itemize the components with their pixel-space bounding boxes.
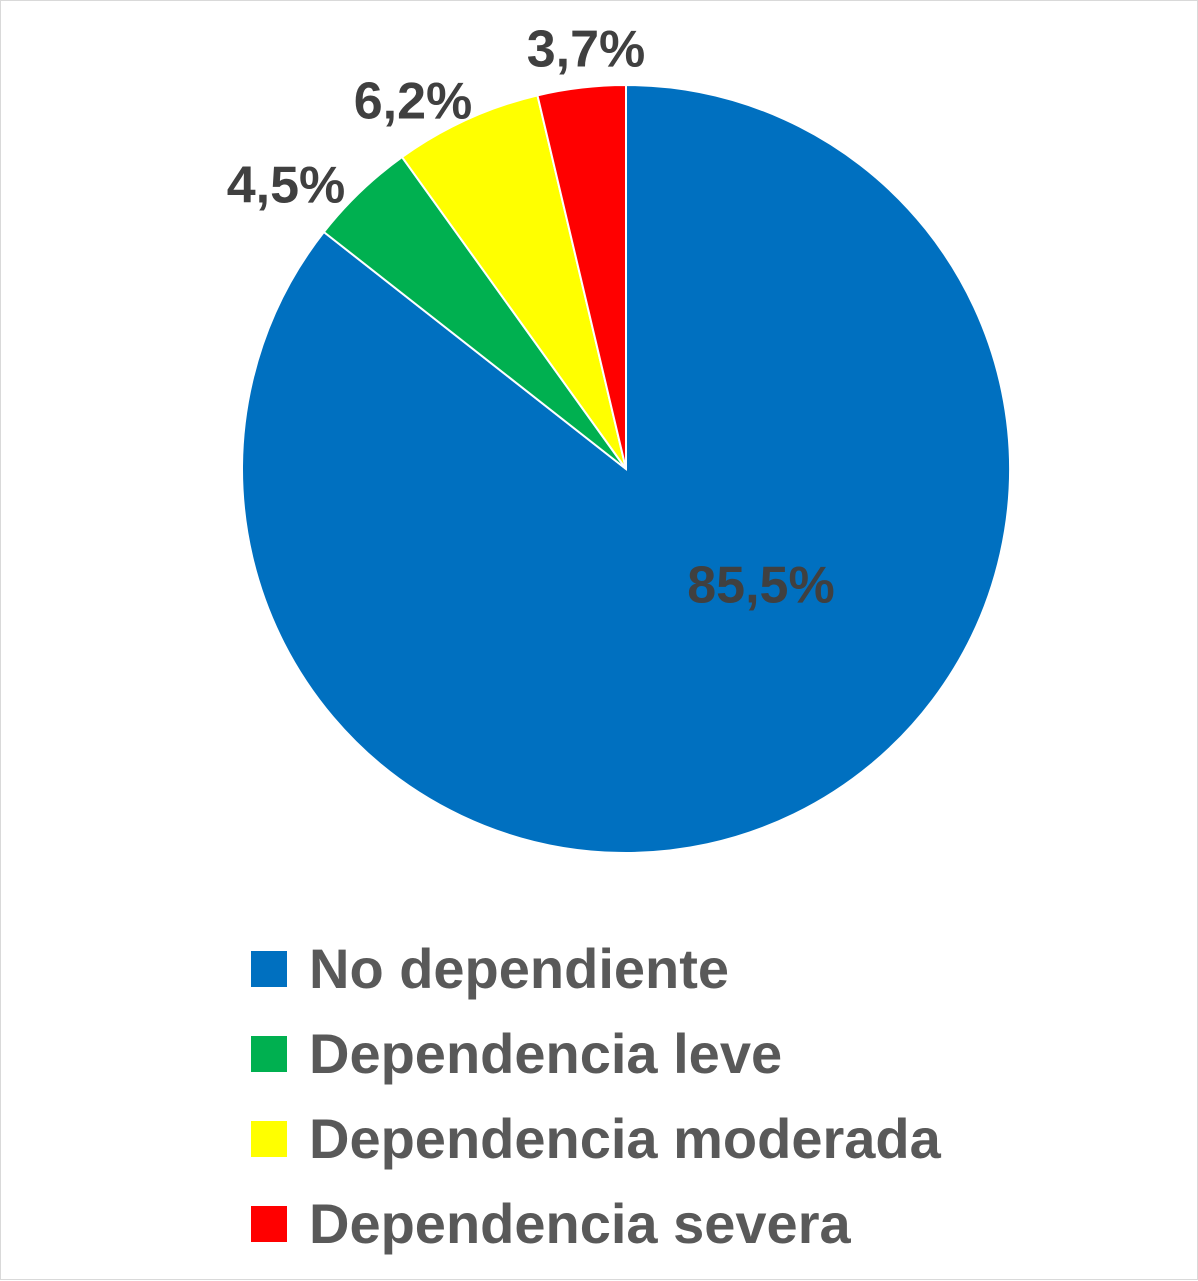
legend: No dependiente Dependencia leve Dependen…: [251, 926, 941, 1266]
legend-label-no-dependiente: No dependiente: [309, 937, 730, 1000]
pie-slice-dependencia-moderada: [400, 94, 627, 470]
legend-label-dependencia-severa: Dependencia severa: [309, 1192, 851, 1255]
pie-slice-dependencia-severa: [536, 83, 627, 470]
legend-swatch-dependencia-leve: [251, 1035, 287, 1072]
data-label-dependencia-leve: 4,5%: [227, 157, 346, 215]
legend-item-dependencia-moderada: Dependencia moderada: [251, 1096, 941, 1181]
legend-label-dependencia-leve: Dependencia leve: [309, 1022, 783, 1085]
data-label-no-dependiente: 85,5%: [687, 557, 834, 615]
legend-swatch-dependencia-severa: [251, 1205, 287, 1242]
legend-item-dependencia-leve: Dependencia leve: [251, 1011, 941, 1096]
data-label-dependencia-moderada: 6,2%: [354, 73, 473, 131]
legend-item-dependencia-severa: Dependencia severa: [251, 1181, 941, 1266]
legend-swatch-no-dependiente: [251, 950, 287, 987]
legend-label-dependencia-moderada: Dependencia moderada: [309, 1107, 941, 1170]
legend-item-no-dependiente: No dependiente: [251, 926, 941, 1011]
legend-swatch-dependencia-moderada: [251, 1120, 287, 1157]
data-label-dependencia-severa: 3,7%: [527, 21, 646, 79]
